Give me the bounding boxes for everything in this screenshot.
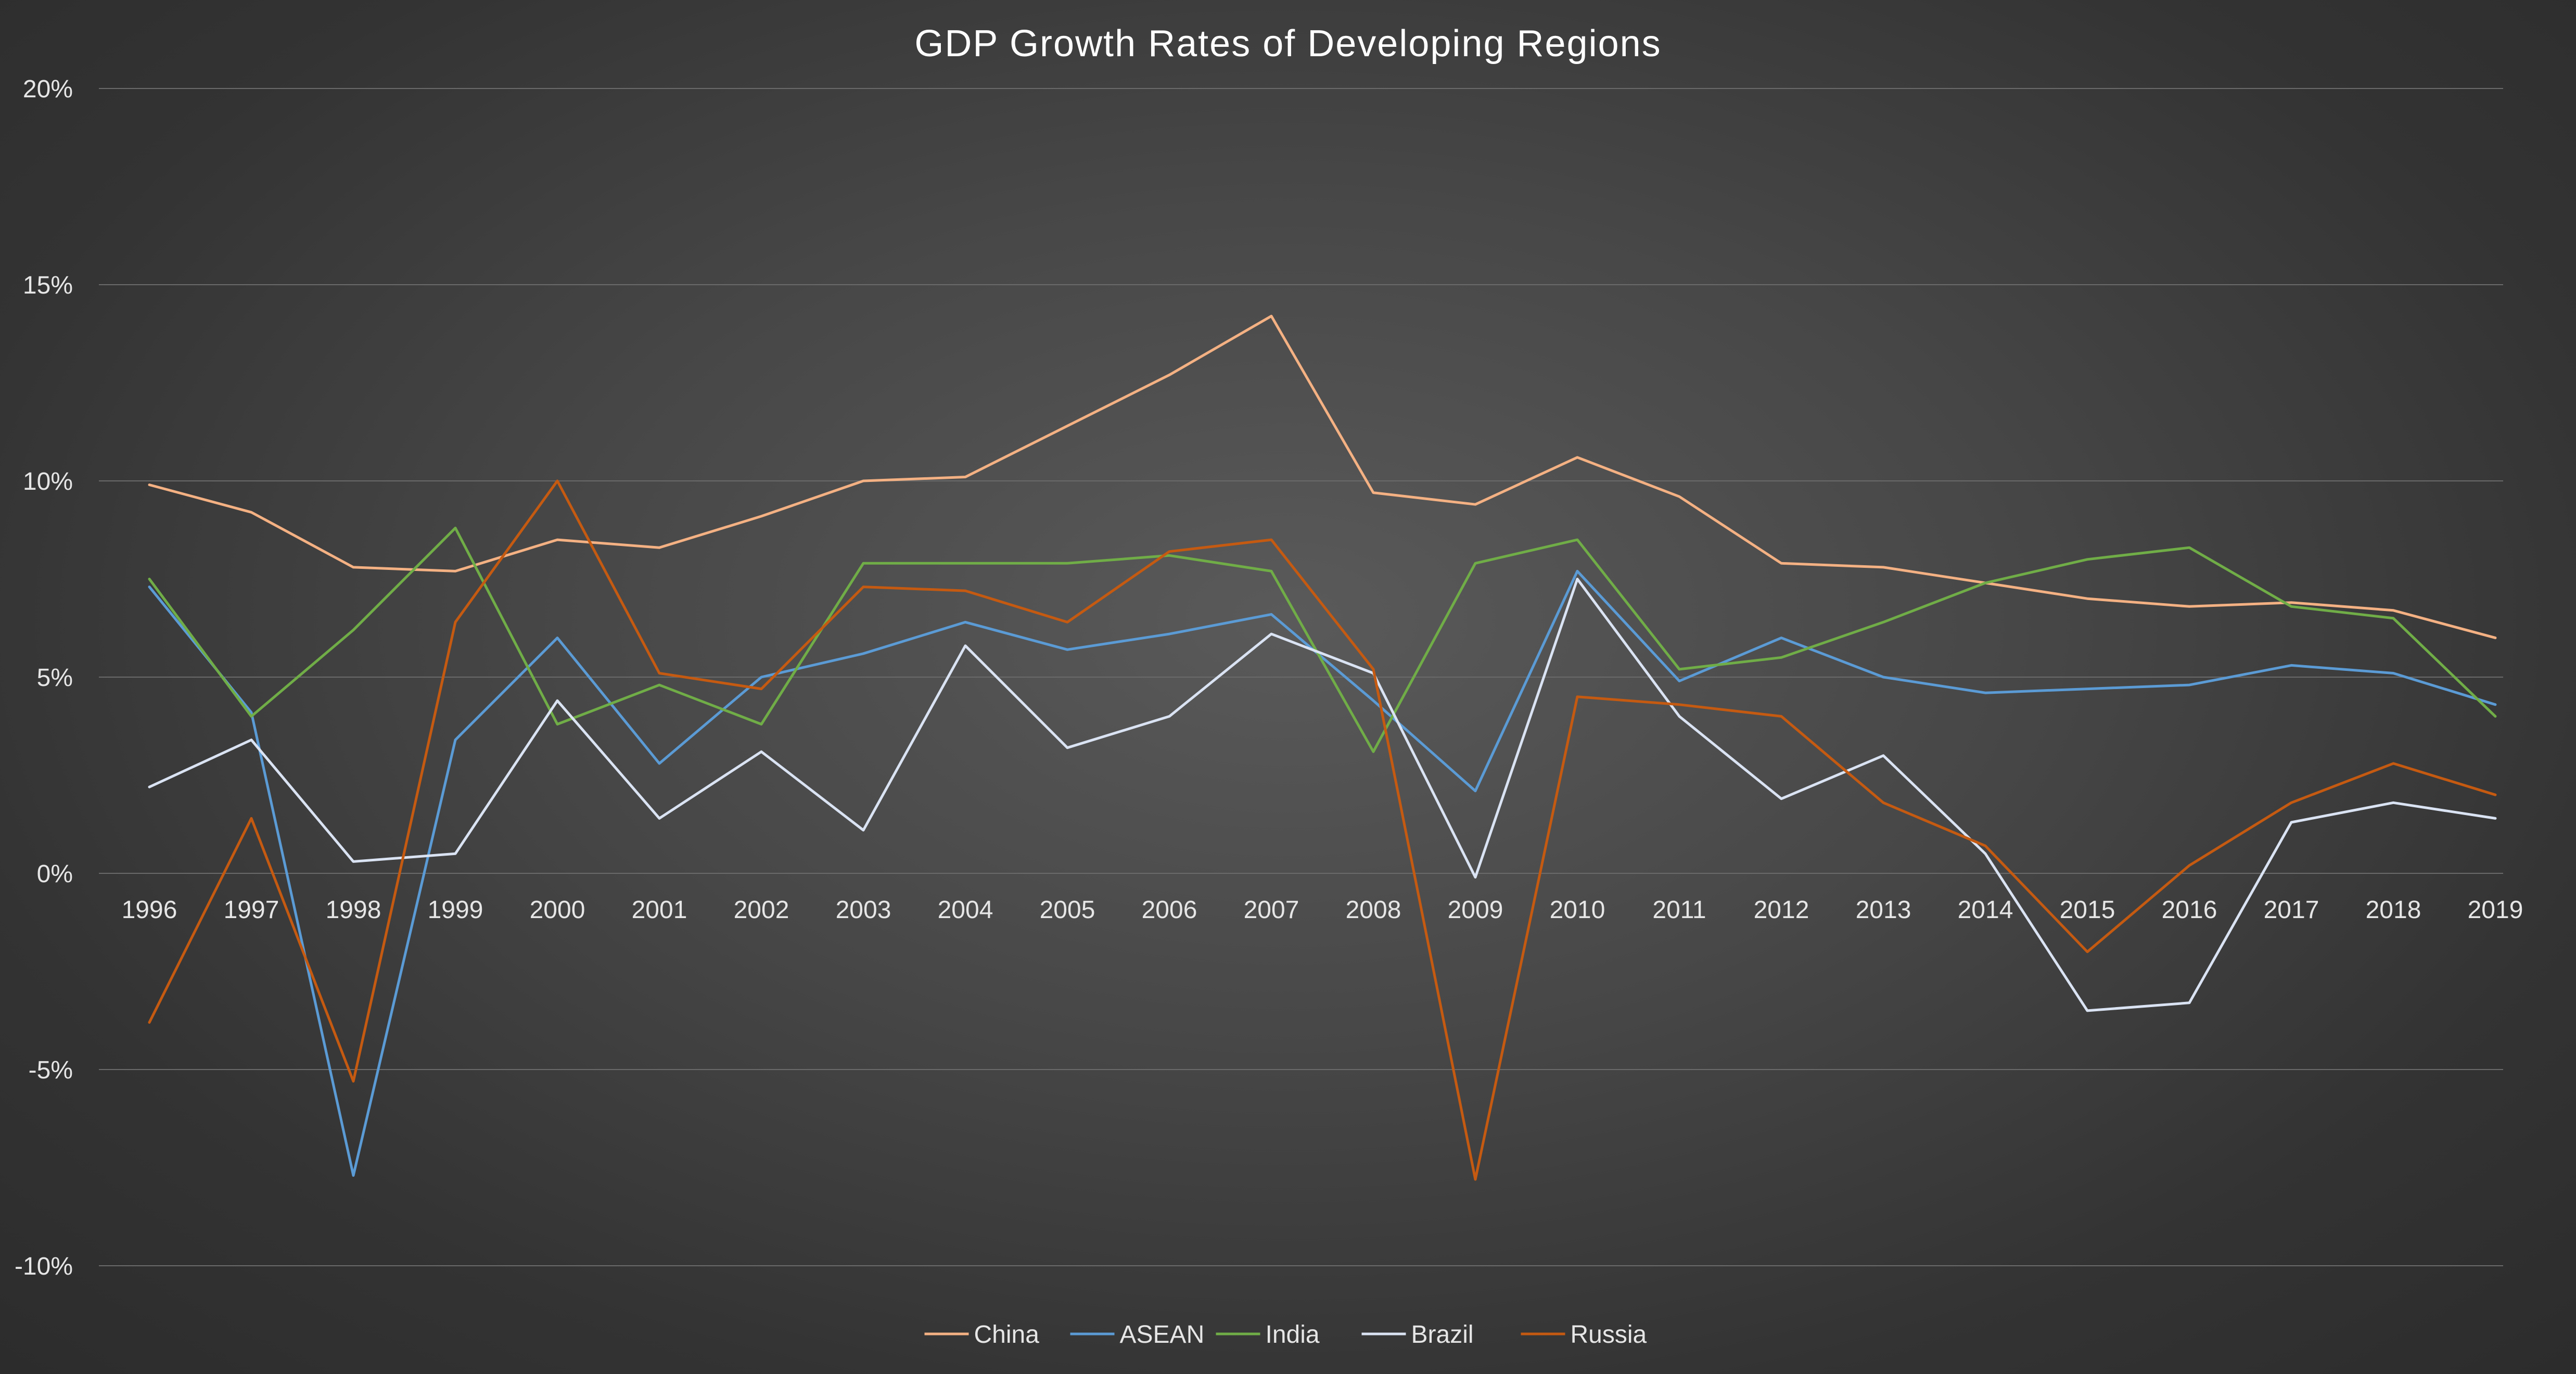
x-tick-label: 2016 (2162, 896, 2217, 924)
x-tick-label: 1999 (428, 896, 483, 924)
legend-item-china: China (924, 1321, 1040, 1348)
x-tick-label: 2005 (1040, 896, 1095, 924)
x-tick-label: 2006 (1142, 896, 1197, 924)
x-tick-label: 2012 (1754, 896, 1809, 924)
series-russia (148, 479, 2497, 1181)
gridlines (99, 88, 2503, 1266)
x-tick-label: 2019 (2468, 896, 2523, 924)
y-tick-label: 15% (23, 272, 73, 299)
legend-item-brazil: Brazil (1361, 1321, 1474, 1348)
y-tick-label: -5% (29, 1057, 73, 1084)
x-tick-label: 2018 (2366, 896, 2421, 924)
x-tick-label: 2007 (1244, 896, 1299, 924)
series-lines (148, 314, 2497, 1181)
x-tick-label: 2011 (1652, 896, 1706, 924)
y-tick-label: 10% (23, 468, 73, 495)
x-tick-label: 2004 (938, 896, 993, 924)
y-tick-label: 20% (23, 75, 73, 103)
series-line-brazil (148, 578, 2497, 1012)
y-tick-label: 5% (37, 664, 73, 692)
x-tick-label: 2015 (2060, 896, 2115, 924)
x-tick-label: 1996 (122, 896, 177, 924)
series-brazil (148, 578, 2497, 1012)
series-asean (148, 569, 2497, 1177)
legend-label: Brazil (1411, 1321, 1474, 1348)
x-tick-label: 2008 (1346, 896, 1401, 924)
series-china (148, 314, 2497, 640)
x-tick-label: 2002 (734, 896, 789, 924)
x-tick-label: 1997 (224, 896, 279, 924)
legend-item-asean: ASEAN (1070, 1321, 1205, 1348)
x-axis-tick-labels: 1996 1997 1998 1999 2000 2001 2002 2003 2004 2005… (122, 896, 2523, 924)
x-tick-label: 2010 (1550, 896, 1605, 924)
x-tick-label: 2001 (632, 896, 687, 924)
x-tick-label: 1998 (326, 896, 381, 924)
x-tick-label: 2017 (2264, 896, 2319, 924)
series-line-china (148, 314, 2497, 640)
series-line-russia (148, 479, 2497, 1181)
legend-label: China (974, 1321, 1040, 1348)
y-tick-label: 0% (37, 860, 73, 888)
x-tick-label: 2013 (1856, 896, 1911, 924)
chart-title: GDP Growth Rates of Developing Regions (914, 23, 1661, 65)
legend-label: Russia (1571, 1321, 1647, 1348)
y-tick-label: -10% (15, 1253, 73, 1280)
legend-label: ASEAN (1120, 1321, 1205, 1348)
x-tick-label: 2000 (530, 896, 585, 924)
legend-item-russia: Russia (1521, 1321, 1647, 1348)
x-tick-label: 2009 (1448, 896, 1503, 924)
x-tick-label: 2003 (836, 896, 891, 924)
legend: China ASEAN India Brazil Russia (924, 1321, 1647, 1348)
x-tick-label: 2014 (1958, 896, 2013, 924)
legend-item-india: India (1216, 1321, 1320, 1348)
series-line-asean (148, 569, 2497, 1177)
series-line-india (148, 527, 2497, 753)
series-india (148, 527, 2497, 753)
y-axis-tick-labels: 20% 15% 10% 5% 0% -5% -10% (15, 75, 73, 1280)
legend-label: India (1266, 1321, 1320, 1348)
